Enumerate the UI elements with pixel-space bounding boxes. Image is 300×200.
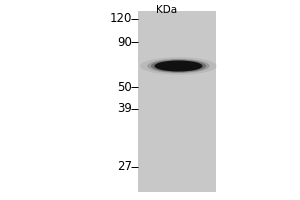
Text: 120: 120: [110, 12, 132, 25]
Ellipse shape: [151, 60, 206, 72]
Text: 27: 27: [117, 160, 132, 173]
Text: 39: 39: [117, 102, 132, 116]
Ellipse shape: [154, 60, 202, 72]
Ellipse shape: [147, 59, 210, 73]
Text: KDa: KDa: [156, 5, 177, 15]
Ellipse shape: [140, 57, 217, 75]
Text: 50: 50: [117, 81, 132, 94]
Bar: [138, 11, 216, 192]
Text: 90: 90: [117, 36, 132, 48]
